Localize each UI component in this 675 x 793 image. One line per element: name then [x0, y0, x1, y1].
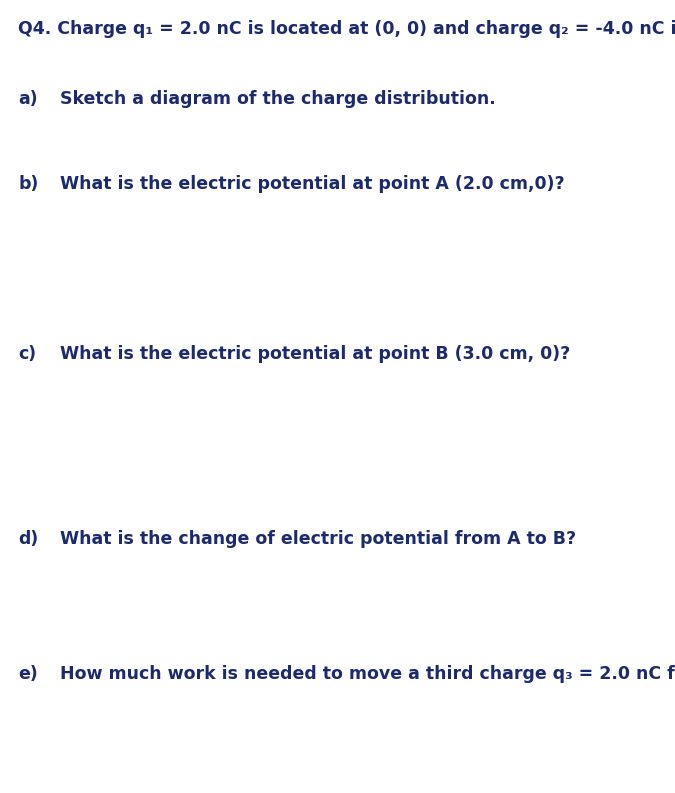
- Text: How much work is needed to move a third charge q₃ = 2.0 nC from A to B?: How much work is needed to move a third …: [60, 665, 675, 683]
- Text: e): e): [18, 665, 38, 683]
- Text: Q4. Charge q₁ = 2.0 nC is located at (0, 0) and charge q₂ = -4.0 nC is located a: Q4. Charge q₁ = 2.0 nC is located at (0,…: [18, 20, 675, 38]
- Text: What is the electric potential at point A (2.0 cm,0)?: What is the electric potential at point …: [60, 175, 564, 193]
- Text: a): a): [18, 90, 38, 108]
- Text: What is the electric potential at point B (3.0 cm, 0)?: What is the electric potential at point …: [60, 345, 570, 363]
- Text: What is the change of electric potential from A to B?: What is the change of electric potential…: [60, 530, 576, 548]
- Text: Sketch a diagram of the charge distribution.: Sketch a diagram of the charge distribut…: [60, 90, 495, 108]
- Text: b): b): [18, 175, 38, 193]
- Text: d): d): [18, 530, 38, 548]
- Text: c): c): [18, 345, 36, 363]
